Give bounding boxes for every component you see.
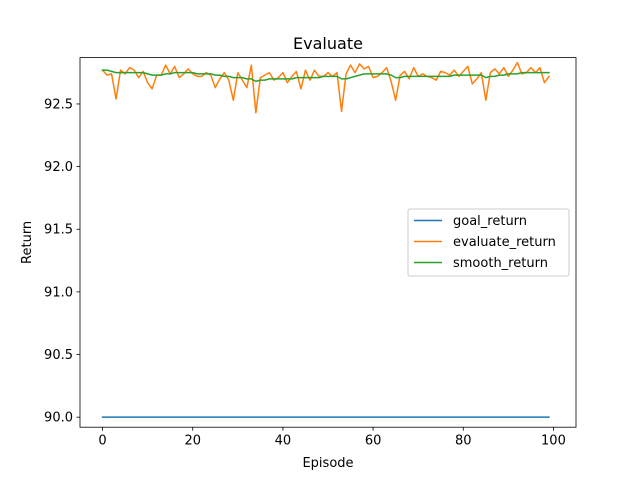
y-tick-label: 91.0 [44,285,73,300]
legend: goal_return evaluate_return smooth_return [407,208,570,277]
y-tick-label: 90.0 [44,411,73,426]
y-tick-label: 92.5 [44,97,73,112]
y-tick-label: 90.5 [44,348,73,363]
legend-label-evaluate-return: evaluate_return [453,235,556,250]
x-tick-label: 100 [541,434,566,449]
y-axis: 90.0 90.5 91.0 91.5 92.0 92.5 [44,97,80,426]
y-tick-label: 91.5 [44,223,73,238]
y-tick-label: 92.0 [44,160,73,175]
chart-title: Evaluate [293,34,363,53]
series-layer [101,61,550,418]
x-tick-label: 80 [455,434,472,449]
x-tick-label: 20 [184,434,201,449]
legend-label-goal-return: goal_return [453,214,527,229]
x-axis: 0 20 40 60 80 100 [98,427,566,449]
x-tick-label: 0 [98,434,106,449]
x-tick-label: 40 [275,434,292,449]
x-axis-title: Episode [302,456,353,471]
legend-label-smooth-return: smooth_return [453,256,548,271]
plot-frame [79,57,577,428]
legend-entries: goal_return evaluate_return smooth_return [414,214,556,271]
legend-box [407,208,570,277]
y-axis-title: Return [20,221,35,264]
series-line-smooth-return [101,69,550,83]
x-tick-label: 60 [365,434,382,449]
